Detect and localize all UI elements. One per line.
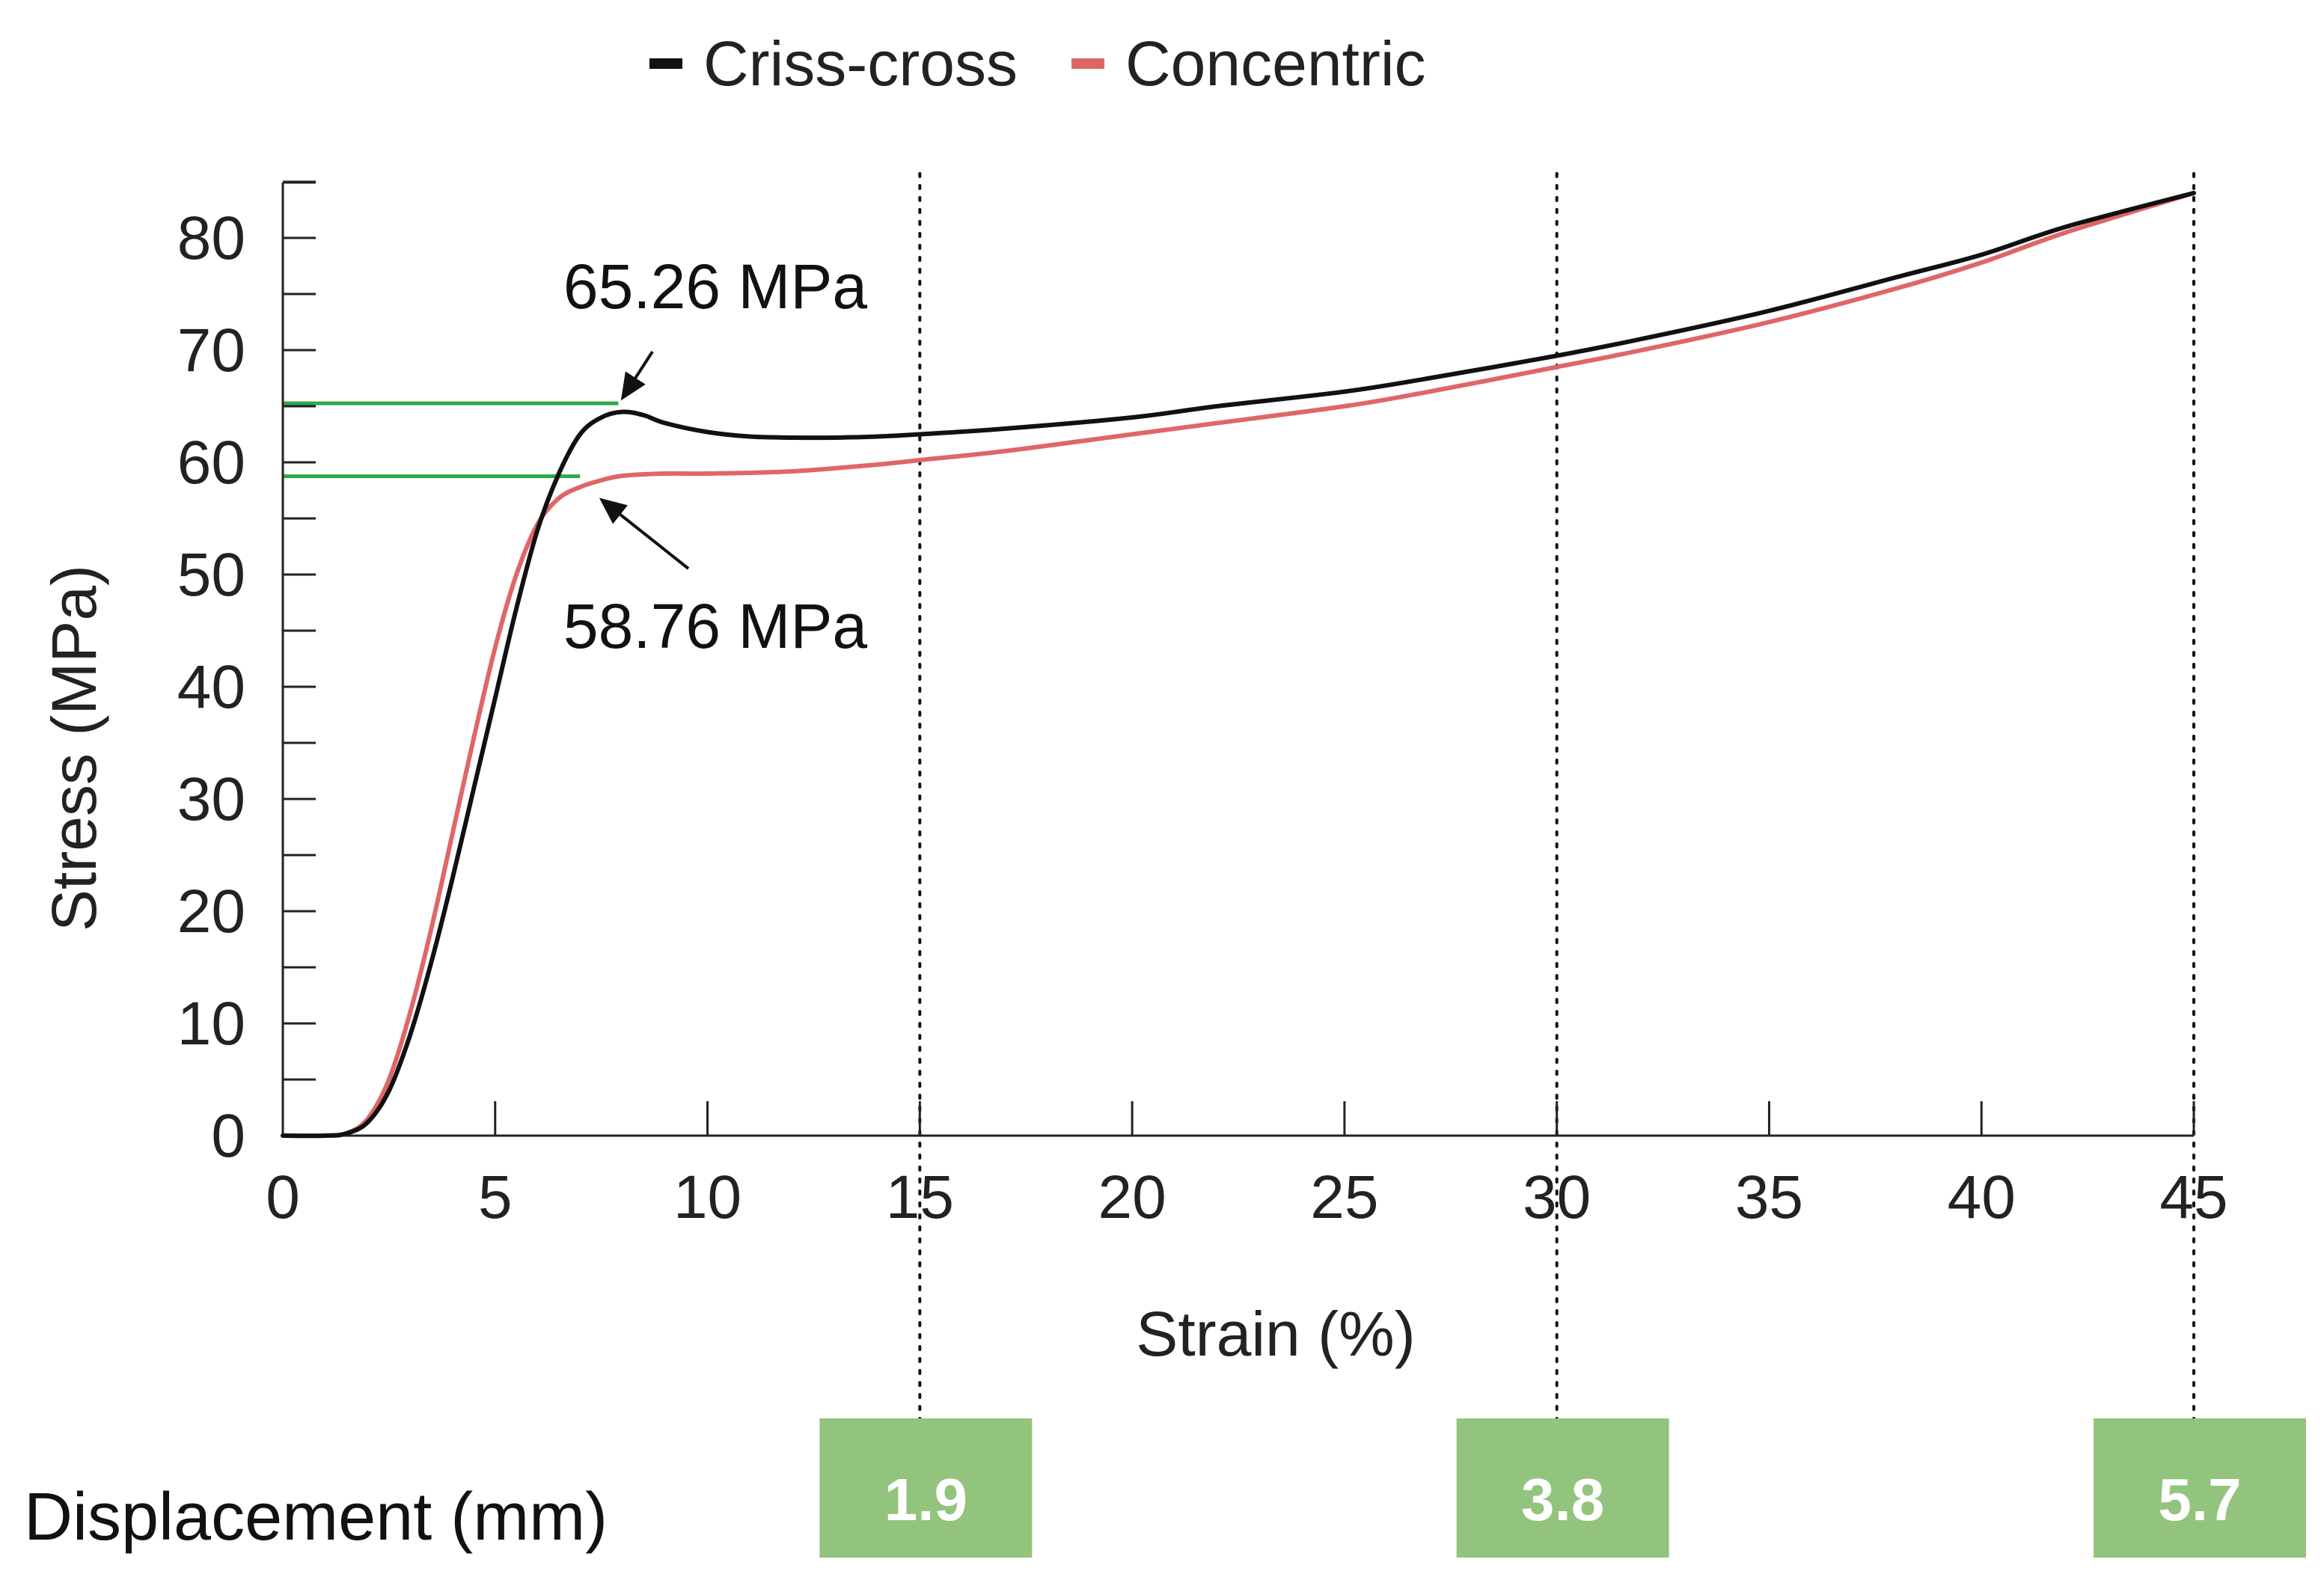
displacement-value-1: 1.9 [884, 1466, 967, 1533]
series-line-concentric [281, 191, 2196, 1139]
x-tick-label: 10 [673, 1163, 741, 1231]
displacement-label: Displacement (mm) [24, 1480, 608, 1555]
legend-label-1: Criss-cross [703, 28, 1018, 99]
y-tick-label: 40 [177, 653, 245, 721]
y-tick-label: 30 [177, 765, 245, 833]
y-tick-label: 10 [177, 990, 245, 1058]
legend-label-2: Concentric [1125, 28, 1426, 99]
annotation-label-1: 65.26 MPa [563, 251, 868, 322]
y-tick-label: 0 [211, 1102, 245, 1170]
displacement-box-2 [1456, 1418, 1669, 1558]
x-tick-label: 0 [266, 1163, 300, 1231]
annotation-arrow-1 [620, 350, 654, 401]
x-tick-label: 5 [478, 1163, 513, 1231]
displacement-row: Displacement (mm) 1.9 3.8 5.7 [24, 1418, 2306, 1558]
displacement-box-3 [2094, 1418, 2306, 1558]
x-tick-label: 30 [1523, 1163, 1591, 1231]
series-line-criss-cross [281, 191, 2196, 1139]
y-axis-title: Stress (MPa) [39, 565, 109, 931]
annotations: 65.26 MPa 58.76 MPa [563, 251, 868, 661]
x-axis-title: Strain (%) [1136, 1299, 1415, 1369]
axes: 0 10 20 30 40 50 60 70 80 0 5 10 15 20 25 30 35 40 45 Strai… [39, 180, 2228, 1369]
vertical-marker-lines [918, 172, 2195, 1423]
series-lines [281, 191, 2196, 1139]
y-tick-label: 20 [177, 878, 245, 946]
displacement-value-3: 5.7 [2158, 1466, 2241, 1533]
x-tick-label: 40 [1948, 1163, 2016, 1231]
displacement-value-2: 3.8 [1521, 1466, 1604, 1533]
x-tick-label: 45 [2159, 1163, 2227, 1231]
x-tick-label: 35 [1735, 1163, 1803, 1231]
y-tick-label: 80 [177, 204, 245, 272]
x-tick-label: 20 [1098, 1163, 1166, 1231]
reference-lines [283, 401, 619, 479]
y-tick-label: 50 [177, 541, 245, 609]
y-tick-label: 60 [177, 429, 245, 497]
displacement-box-1 [819, 1418, 1033, 1558]
legend-swatch-2 [1071, 58, 1104, 69]
x-tick-label: 25 [1310, 1163, 1378, 1231]
legend: Criss-cross Concentric [649, 28, 1426, 99]
annotation-arrow-2 [599, 497, 690, 570]
x-tick-label: 15 [886, 1163, 954, 1231]
y-tick-label: 70 [177, 316, 245, 385]
legend-swatch-1 [649, 58, 682, 69]
annotation-label-2: 58.76 MPa [563, 591, 868, 661]
